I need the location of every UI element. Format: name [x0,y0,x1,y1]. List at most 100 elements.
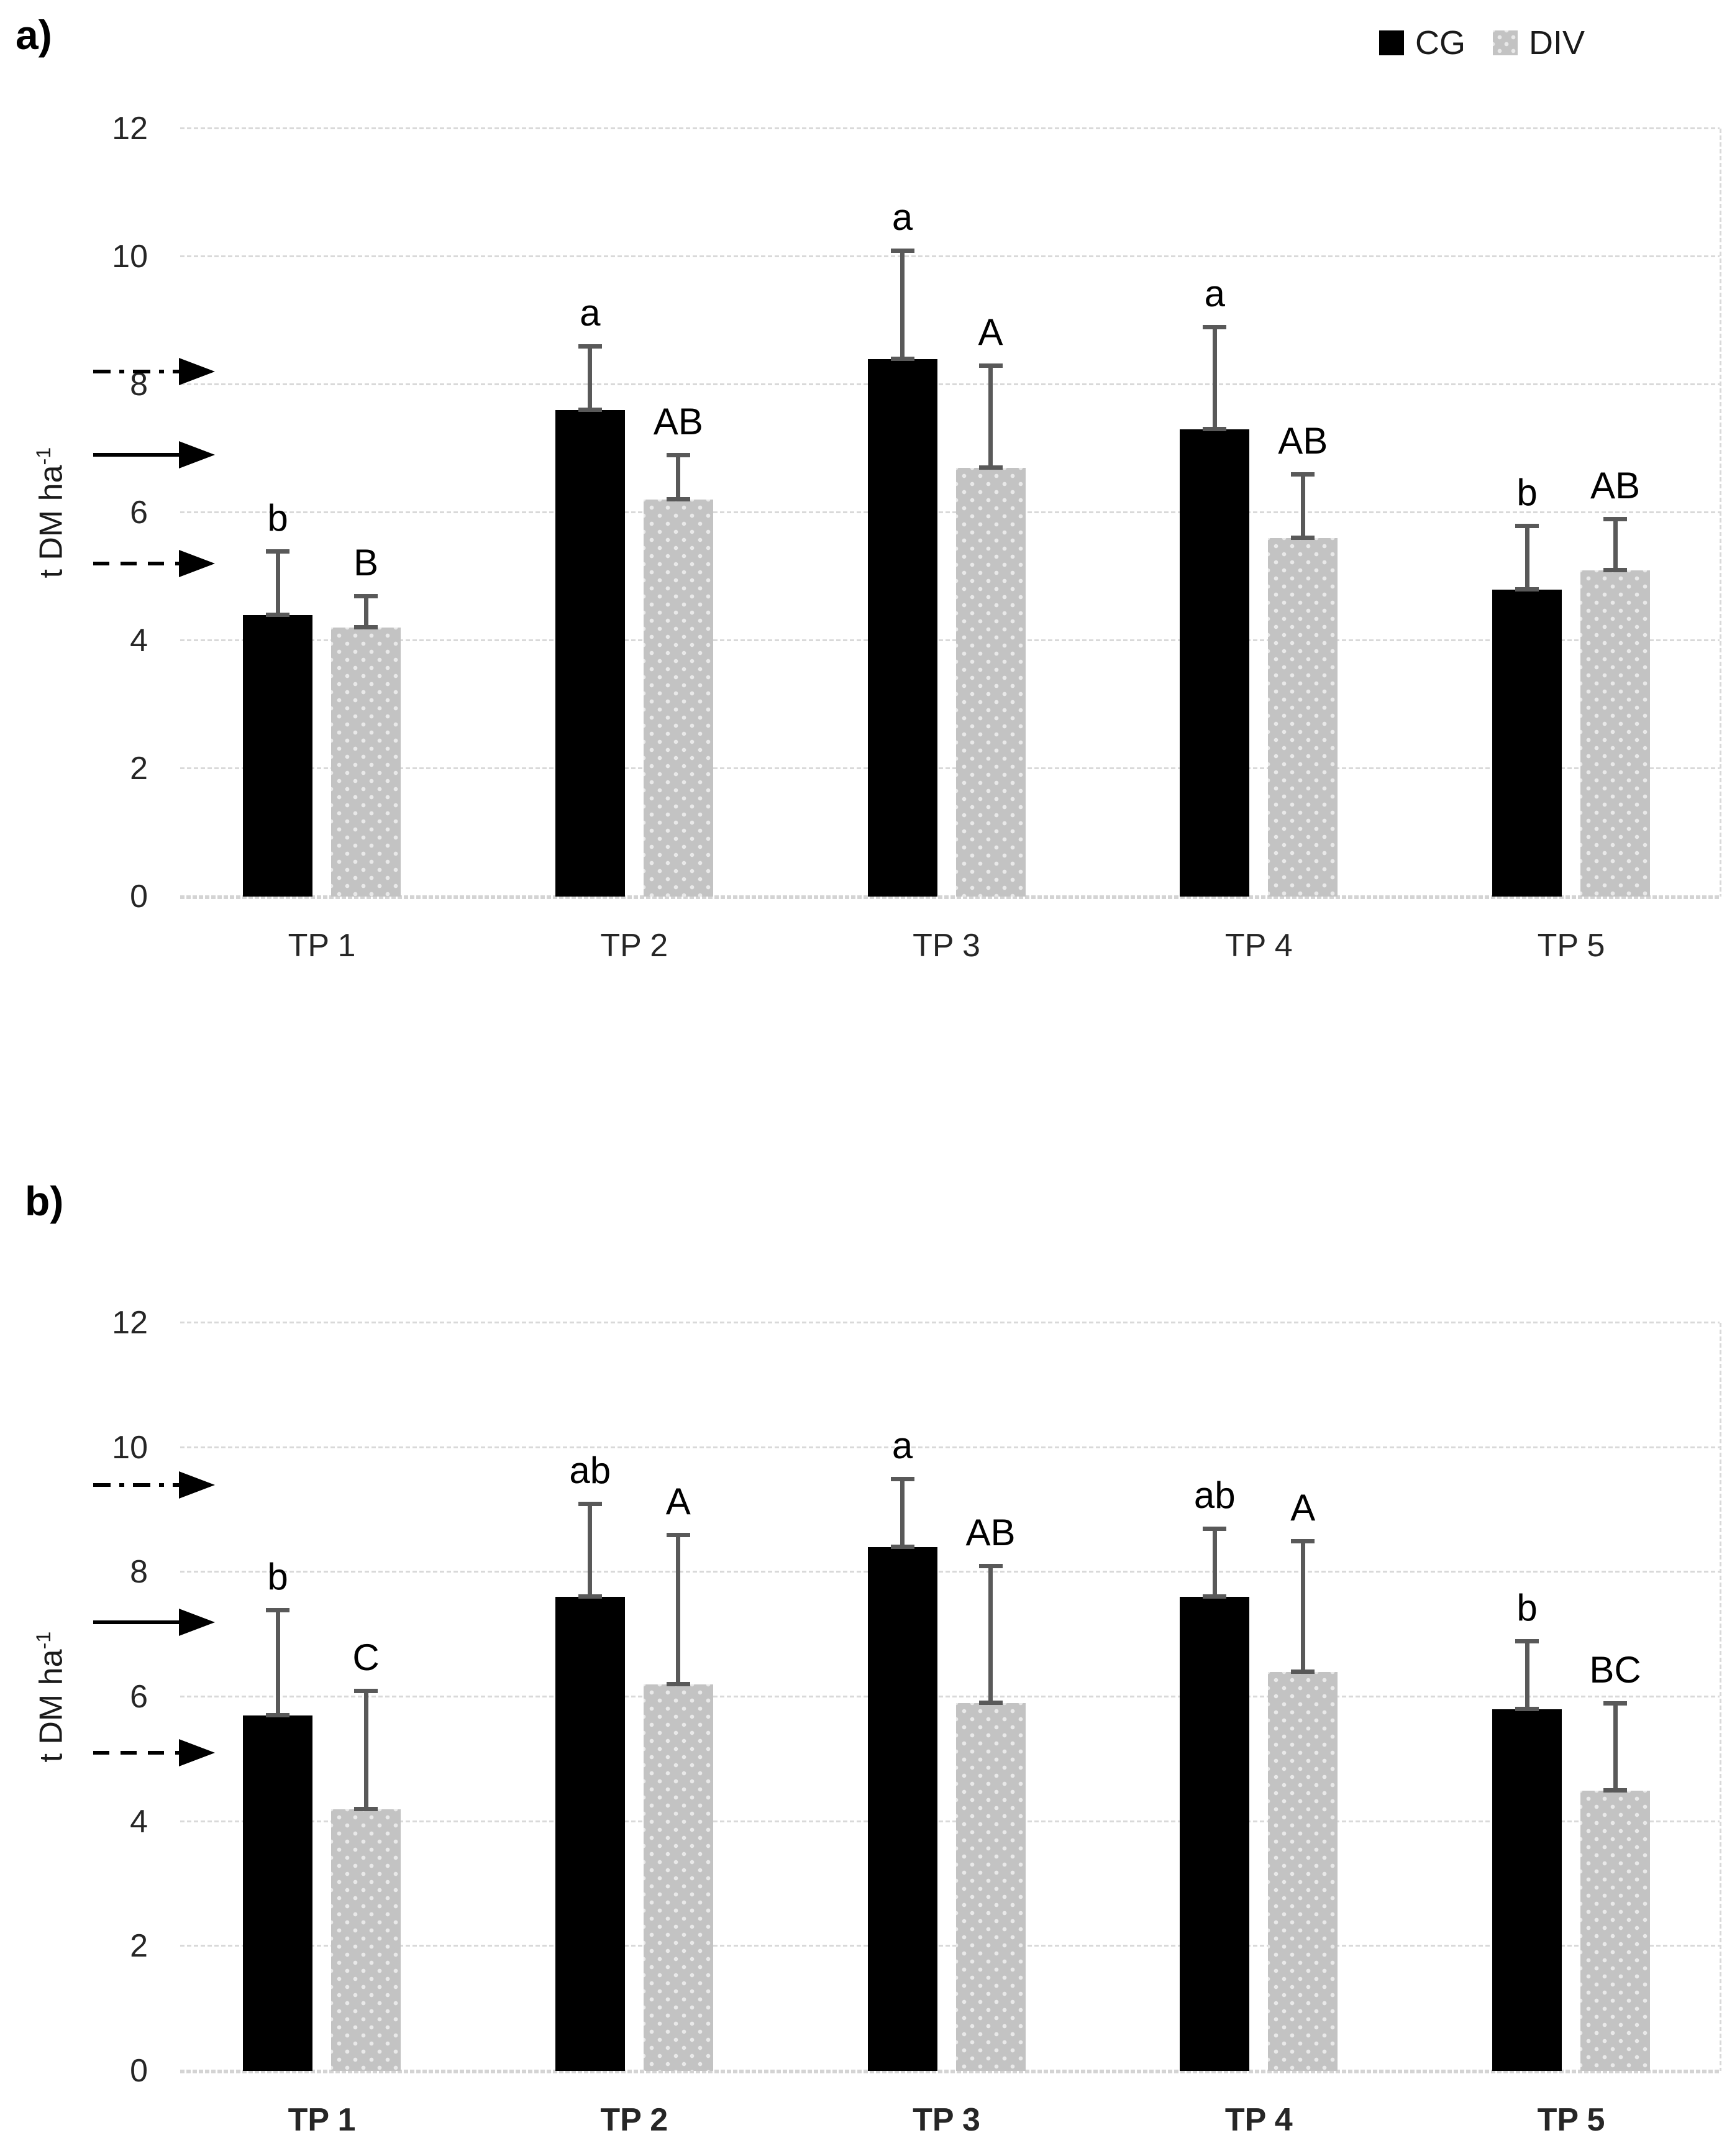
solid-arrow-icon [93,1620,179,1624]
x-tick-label-tp4: TP 4 [1224,928,1293,964]
significance-letter: b [267,1555,288,1597]
error-bar-top-cap [1515,523,1539,528]
error-bar-bottom-cap [578,408,602,413]
gridline-y4 [180,639,1720,641]
error-bar-top-cap [666,1533,690,1538]
legend: CG DIV [1379,24,1601,62]
error-bar-top-cap [1203,325,1227,330]
dash-dot-arrow-head-icon [179,1471,215,1499]
error-bar [1212,1528,1217,1597]
solid-arrow-head-icon [179,1608,215,1636]
bar-cg-tp1 [243,1715,312,2071]
error-bar-bottom-cap [266,612,289,617]
error-bar-top-cap [978,1564,1003,1569]
gridline-y12 [180,1322,1720,1323]
y-tick-label: 10 [112,1429,148,1466]
error-bar-top-cap [266,1607,289,1612]
significance-letter: AB [965,1512,1016,1554]
error-bar-top-cap [1515,1638,1539,1643]
significance-letter: a [891,196,913,238]
error-bar-bottom-cap [666,1681,690,1686]
bar-div-tp1 [331,1809,401,2071]
error-bar-bottom-cap [1291,1669,1315,1674]
error-bar [1525,525,1529,590]
error-bar-top-cap [890,248,914,253]
gridline-y2 [180,1945,1720,1947]
error-bar [676,455,681,500]
bar-div-tp3 [955,467,1026,897]
x-tick-label-tp5: TP 5 [1537,2102,1605,2138]
significance-letter: ab [1193,1474,1236,1517]
gridline-y6 [180,1696,1720,1697]
error-bar-top-cap [266,549,289,554]
y-tick-label: 4 [130,1803,148,1840]
error-bar-bottom-cap [1203,1594,1227,1599]
error-bar-top-cap [1603,517,1627,522]
bar-cg-tp4 [1180,1597,1250,2071]
error-bar-top-cap [354,1688,378,1693]
error-bar-bottom-cap [354,1806,378,1811]
error-bar [1300,474,1305,539]
significance-letter: a [580,292,601,334]
bar-div-tp3 [955,1703,1026,2071]
error-bar [588,346,593,411]
error-bar-bottom-cap [1203,427,1227,432]
error-bar-top-cap [890,1476,914,1481]
x-tick-label-tp2: TP 2 [600,928,668,964]
bar-div-tp4 [1268,538,1338,897]
y-tick-label: 4 [130,623,148,659]
bar-div-tp5 [1580,570,1650,897]
y-tick-label: 12 [112,1305,148,1341]
y-tick-label: 6 [130,1679,148,1715]
error-bar-bottom-cap [578,1594,602,1599]
solid-arrow-icon [93,453,179,457]
dashed-arrow-head-icon [179,1739,215,1767]
error-bar-top-cap [1291,472,1315,477]
dashed-arrow-head-icon [179,550,215,578]
dash-dot-arrow-icon [93,370,179,374]
error-bar [275,550,280,615]
significance-letter: ab [569,1449,611,1491]
significance-letter: A [978,311,1003,354]
solid-arrow-head-icon [179,441,215,469]
plot-right-border [1720,129,1721,897]
y-tick-label: 8 [130,1554,148,1591]
error-bar [988,1566,993,1704]
error-bar-bottom-cap [978,465,1003,470]
error-bar [363,1690,368,1809]
y-tick-label: 2 [130,751,148,787]
gridline-y2 [180,767,1720,769]
bar-cg-tp3 [867,359,937,897]
gridline-y12 [180,127,1720,129]
error-bar-top-cap [1203,1527,1227,1532]
bar-div-tp5 [1580,1790,1650,2071]
plot-right-border [1720,1323,1721,2071]
dashed-arrow-icon [93,1751,179,1755]
y-tick-label: 6 [130,495,148,531]
error-bar [1613,519,1618,570]
dashed-arrow-icon [93,562,179,566]
y-tick-label: 2 [130,1928,148,1965]
error-bar-bottom-cap [354,625,378,630]
x-tick-label-tp5: TP 5 [1537,928,1605,964]
error-bar-bottom-cap [890,356,914,361]
bar-cg-tp4 [1180,429,1250,897]
bar-cg-tp1 [243,614,312,897]
error-bar [363,595,368,628]
significance-letter: A [665,1481,691,1523]
gridline-y6 [180,511,1720,513]
y-tick-label: 0 [130,879,148,915]
x-tick-label-tp1: TP 1 [288,928,356,964]
significance-letter: B [353,541,379,583]
x-tick-label-tp1: TP 1 [288,2102,356,2138]
x-tick-label-tp3: TP 3 [913,2102,980,2138]
x-tick-label-tp3: TP 3 [913,928,980,964]
error-bar-top-cap [666,453,690,458]
legend-div-label: DIV [1529,24,1585,62]
gridline-y8 [180,1571,1720,1573]
error-bar-top-cap [1603,1701,1627,1706]
significance-letter: A [1290,1487,1316,1529]
bar-cg-tp5 [1492,1709,1562,2071]
error-bar [900,250,905,359]
